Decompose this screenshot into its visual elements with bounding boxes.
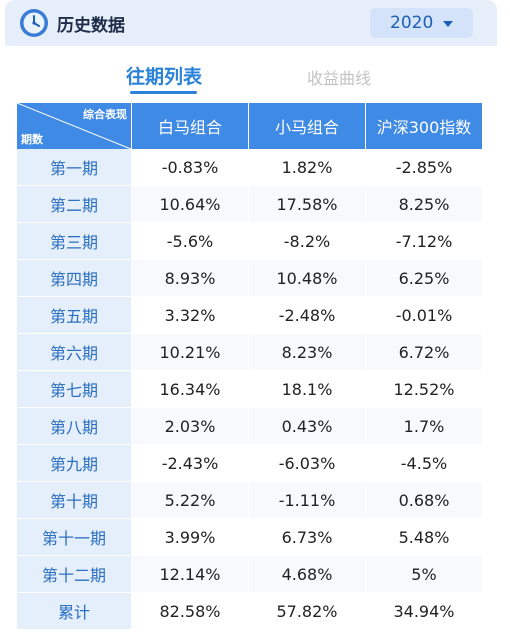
value-cell: 0.68% (365, 481, 483, 519)
view-tabs: 往期列表 收益曲线 (5, 46, 497, 96)
table-row: 第九期 -2.43% -6.03% -4.5% (17, 444, 483, 482)
value-cell: 17.58% (248, 185, 366, 223)
value-cell: 8.93% (131, 259, 249, 297)
value-cell: -5.6% (131, 222, 249, 260)
period-cell: 第五期 (17, 296, 132, 334)
value-cell: 5% (365, 555, 483, 593)
value-cell: 2.03% (131, 407, 249, 445)
table-row: 第一期 -0.83% 1.82% -2.85% (17, 149, 483, 186)
period-cell: 第二期 (17, 185, 132, 223)
tab-period-list[interactable]: 往期列表 (126, 66, 203, 88)
value-cell: 5.22% (131, 481, 249, 519)
diagonal-divider (17, 103, 131, 149)
value-cell: 1.82% (248, 149, 366, 186)
table-row: 第八期 2.03% 0.43% 1.7% (17, 407, 483, 445)
value-cell: -1.11% (248, 481, 366, 519)
value-cell: 8.25% (365, 185, 483, 223)
table-row: 第二期 10.64% 17.58% 8.25% (17, 185, 483, 223)
column-header: 沪深300指数 (365, 103, 483, 149)
value-cell: 34.94% (365, 592, 483, 630)
period-cell: 第六期 (17, 333, 132, 371)
value-cell: 8.23% (248, 333, 366, 371)
value-cell: -2.85% (365, 149, 483, 186)
table-row: 累计 82.58% 57.82% 34.94% (17, 592, 483, 630)
value-cell: 10.64% (131, 185, 249, 223)
value-cell: -2.43% (131, 444, 249, 482)
period-cell: 第十二期 (17, 555, 132, 593)
value-cell: 0.43% (248, 407, 366, 445)
value-cell: 82.58% (131, 592, 249, 630)
period-cell: 第十期 (17, 481, 132, 519)
page-title: 历史数据 (57, 16, 125, 36)
period-cell: 第三期 (17, 222, 132, 260)
corner-label-performance: 综合表现 (83, 108, 127, 121)
value-cell: 6.72% (365, 333, 483, 371)
period-cell: 第十一期 (17, 518, 132, 556)
value-cell: -0.01% (365, 296, 483, 334)
clock-icon (20, 9, 48, 37)
value-cell: -4.5% (365, 444, 483, 482)
table-row: 第五期 3.32% -2.48% -0.01% (17, 296, 483, 334)
value-cell: 5.48% (365, 518, 483, 556)
corner-label-period: 期数 (21, 133, 43, 146)
table-row: 第七期 16.34% 18.1% 12.52% (17, 370, 483, 408)
period-cell: 第四期 (17, 259, 132, 297)
table-body: 第一期 -0.83% 1.82% -2.85% 第二期 10.64% 17.58% 8.25%… (17, 149, 483, 630)
value-cell: 16.34% (131, 370, 249, 408)
year-selected-value: 2020 (390, 13, 434, 33)
value-cell: 1.7% (365, 407, 483, 445)
value-cell: 10.48% (248, 259, 366, 297)
value-cell: -2.48% (248, 296, 366, 334)
value-cell: 6.25% (365, 259, 483, 297)
period-cell: 第八期 (17, 407, 132, 445)
value-cell: 4.68% (248, 555, 366, 593)
column-header: 白马组合 (131, 103, 249, 149)
value-cell: -0.83% (131, 149, 249, 186)
value-cell: -6.03% (248, 444, 366, 482)
history-table: 综合表现 期数 白马组合 小马组合 沪深300指数 第一期 -0.83% 1.82%… (17, 103, 483, 630)
value-cell: -7.12% (365, 222, 483, 260)
card-header: 历史数据 2020 (5, 0, 497, 46)
period-cell: 第七期 (17, 370, 132, 408)
period-cell: 累计 (17, 592, 132, 630)
value-cell: 18.1% (248, 370, 366, 408)
period-cell: 第九期 (17, 444, 132, 482)
table-row: 第十二期 12.14% 4.68% 5% (17, 555, 483, 593)
caret-down-icon (443, 21, 453, 27)
history-data-card: 历史数据 2020 往期列表 收益曲线 综合表现 期数 白马组合 小马组合 沪深… (5, 0, 497, 637)
table-header-row: 综合表现 期数 白马组合 小马组合 沪深300指数 (17, 103, 483, 149)
period-cell: 第一期 (17, 149, 132, 186)
value-cell: 6.73% (248, 518, 366, 556)
value-cell: 12.52% (365, 370, 483, 408)
value-cell: 10.21% (131, 333, 249, 371)
table-row: 第四期 8.93% 10.48% 6.25% (17, 259, 483, 297)
value-cell: 57.82% (248, 592, 366, 630)
value-cell: -8.2% (248, 222, 366, 260)
active-tab-underline (130, 91, 197, 94)
value-cell: 3.99% (131, 518, 249, 556)
tab-return-curve[interactable]: 收益曲线 (307, 69, 372, 88)
table-row: 第三期 -5.6% -8.2% -7.12% (17, 222, 483, 260)
value-cell: 3.32% (131, 296, 249, 334)
table-row: 第十一期 3.99% 6.73% 5.48% (17, 518, 483, 556)
value-cell: 12.14% (131, 555, 249, 593)
table-row: 第十期 5.22% -1.11% 0.68% (17, 481, 483, 519)
year-dropdown[interactable]: 2020 (370, 8, 473, 38)
table-row: 第六期 10.21% 8.23% 6.72% (17, 333, 483, 371)
column-header: 小马组合 (248, 103, 366, 149)
table-corner-header: 综合表现 期数 (17, 103, 132, 149)
